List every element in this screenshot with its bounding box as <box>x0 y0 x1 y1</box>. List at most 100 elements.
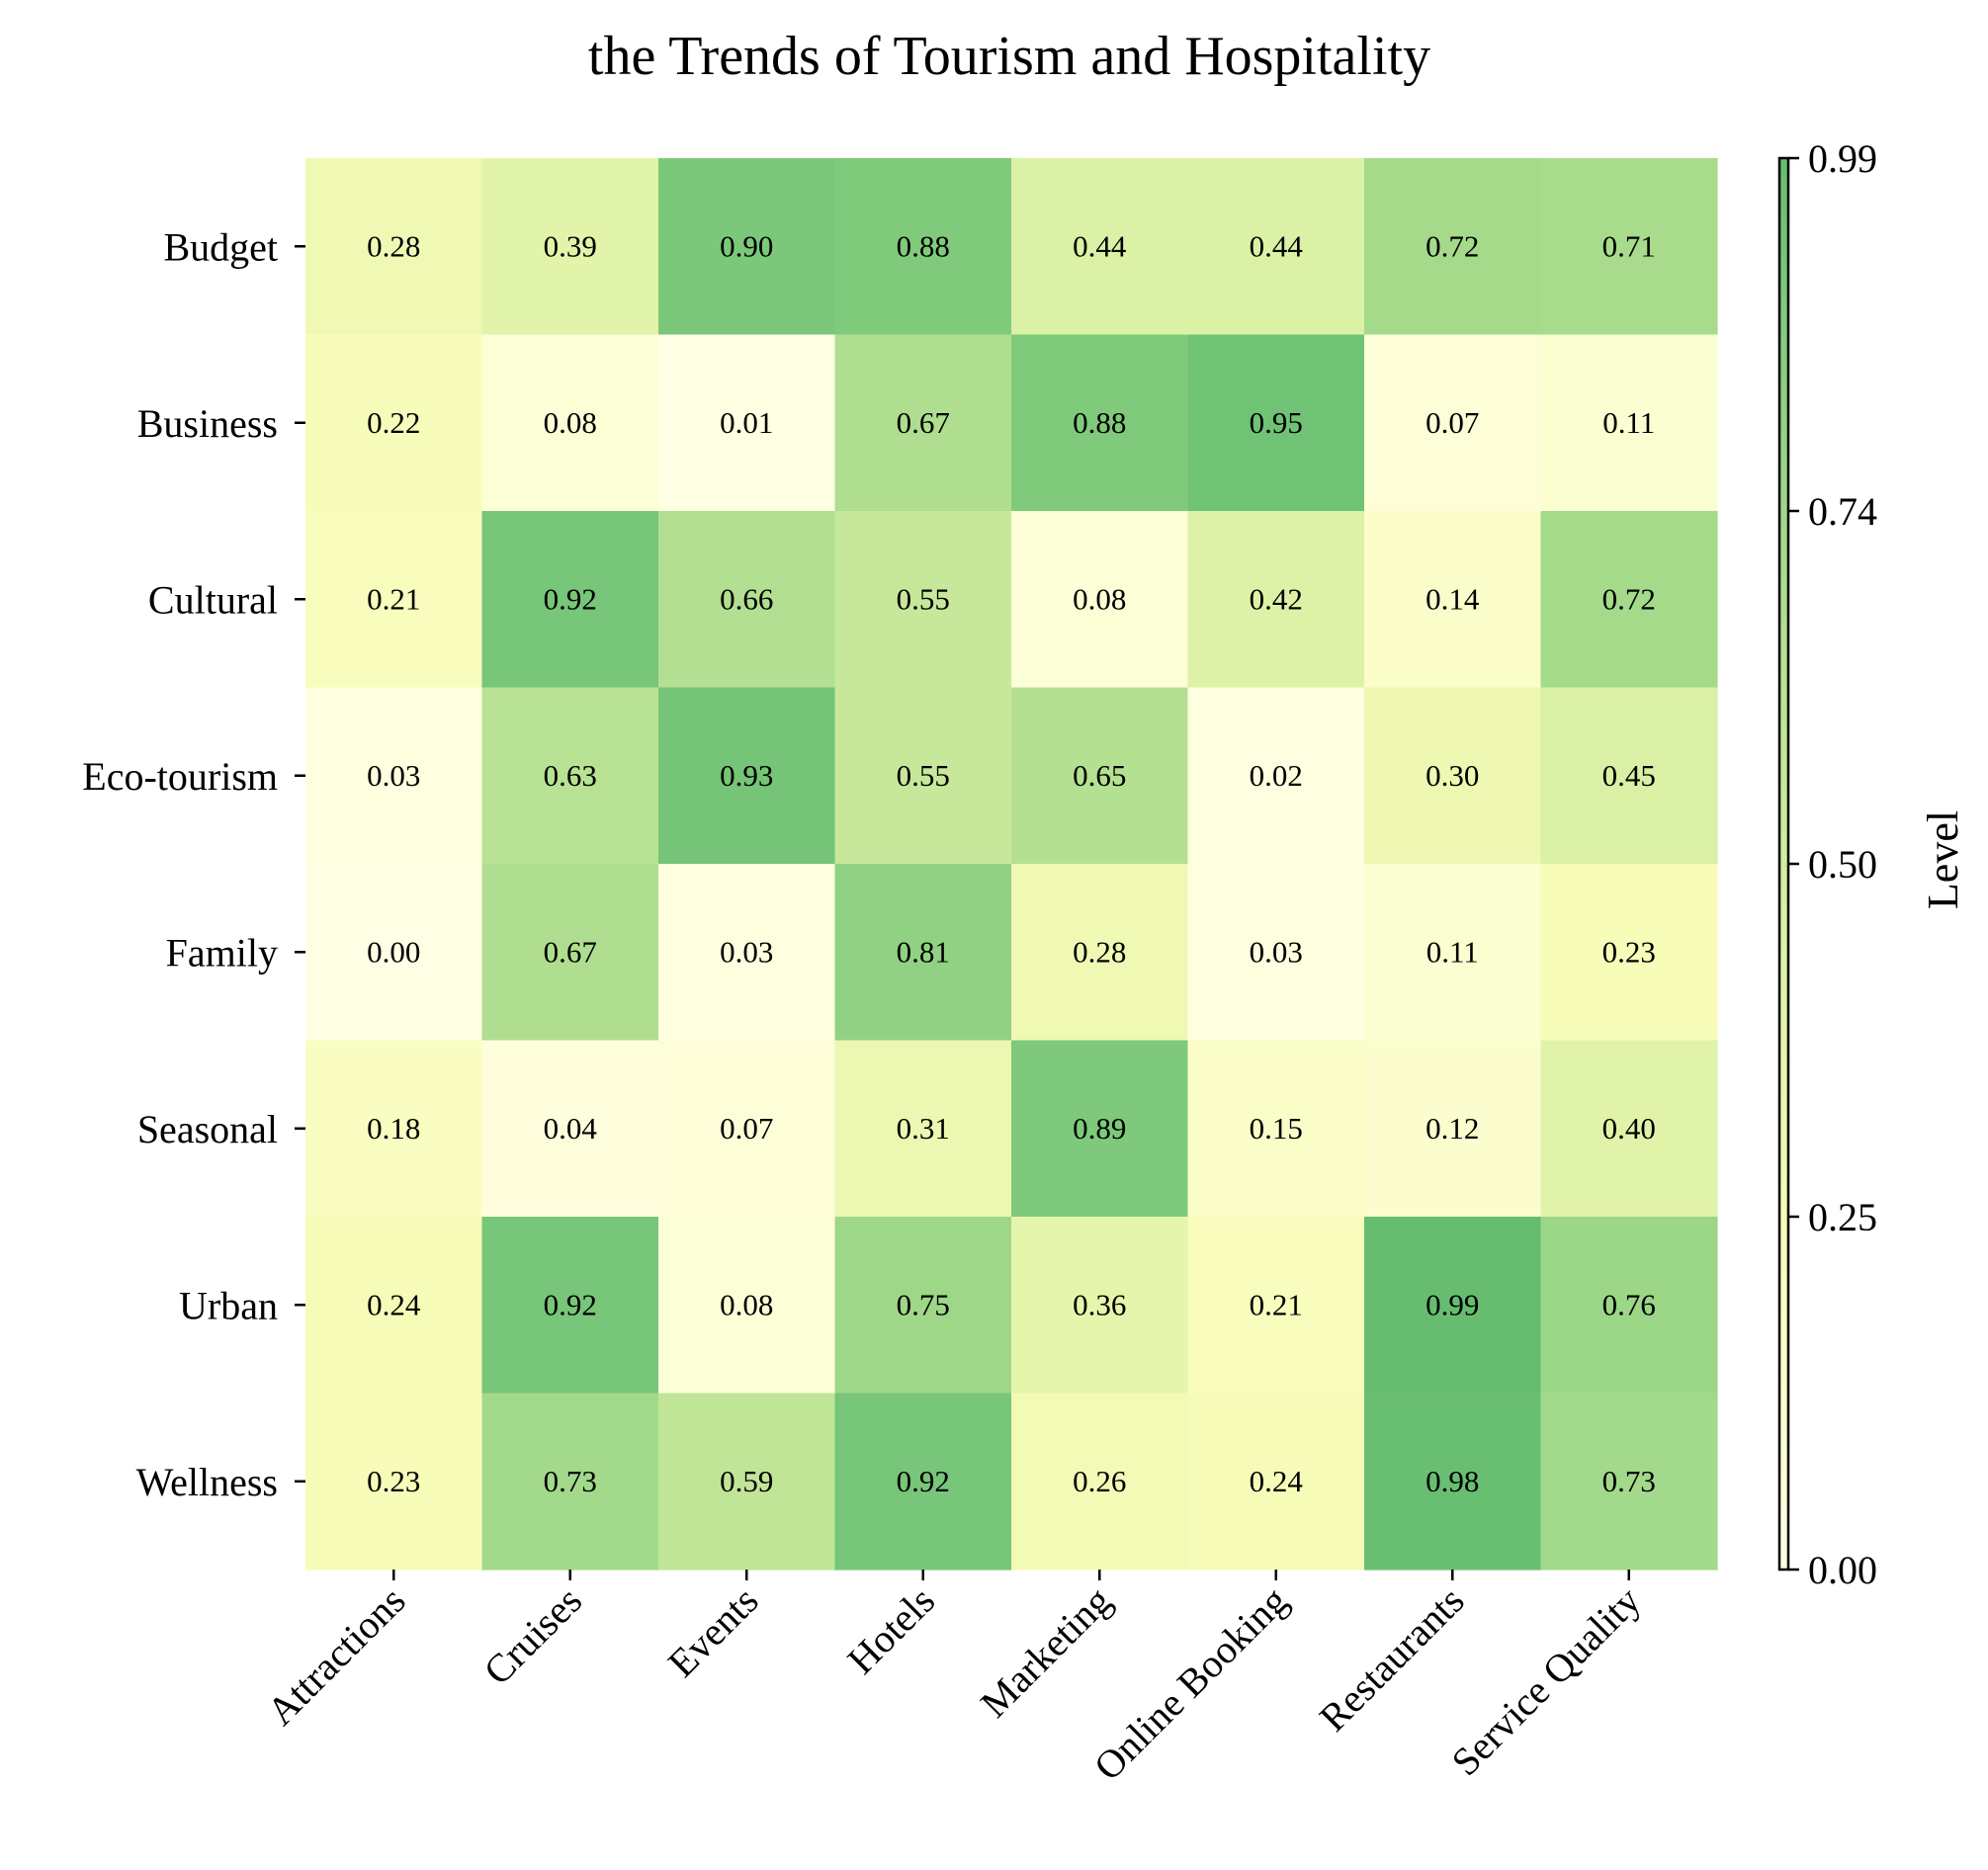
heatmap-cell <box>1187 687 1365 865</box>
cell-value-label: 0.59 <box>720 1464 773 1498</box>
cell-value-label: 0.67 <box>544 934 597 969</box>
heatmap-cell <box>1364 511 1542 689</box>
cell-value-label: 0.12 <box>1426 1111 1479 1146</box>
cell-value-label: 0.39 <box>544 228 597 263</box>
y-tick-label: Family <box>166 930 278 975</box>
heatmap-cell <box>834 158 1012 336</box>
colorbar-tick-label: 0.74 <box>1808 489 1877 534</box>
heatmap-cell <box>1540 687 1718 865</box>
x-tick-label: Cruises <box>475 1578 590 1694</box>
cell-value-label: 0.23 <box>1602 934 1656 969</box>
x-tick-label: Hotels <box>838 1578 943 1683</box>
heatmap-cell <box>658 1217 836 1395</box>
heatmap-cell <box>1364 1393 1542 1571</box>
heatmap-cell <box>305 158 483 336</box>
cell-value-label: 0.66 <box>720 581 773 616</box>
cell-value-label: 0.15 <box>1250 1111 1303 1146</box>
heatmap-cell <box>834 334 1012 512</box>
x-tick-label: Service Quality <box>1443 1578 1650 1785</box>
cell-value-label: 0.55 <box>897 581 950 616</box>
cell-value-label: 0.88 <box>1073 405 1126 440</box>
cell-value-label: 0.24 <box>1250 1464 1304 1498</box>
heatmap-cell <box>1364 1217 1542 1395</box>
y-tick-label: Seasonal <box>137 1107 278 1151</box>
heatmap-cell <box>658 1393 836 1571</box>
heatmap-cell <box>658 864 836 1042</box>
x-tick-label: Restaurants <box>1311 1578 1473 1741</box>
heatmap-cells <box>305 158 1718 1571</box>
heatmap-cell <box>1011 334 1189 512</box>
heatmap-cell <box>481 1040 659 1218</box>
heatmap-cell <box>481 864 659 1042</box>
colorbar-tick-label: 0.25 <box>1808 1195 1877 1239</box>
cell-value-label: 0.21 <box>1250 1287 1303 1321</box>
heatmap-cell <box>834 864 1012 1042</box>
heatmap-cell <box>1011 1217 1189 1395</box>
heatmap-cell <box>658 511 836 689</box>
cell-value-label: 0.40 <box>1602 1111 1656 1146</box>
cell-value-label: 0.03 <box>367 758 420 793</box>
y-axis: Budget Business Cultural Eco-tourism Family S… <box>82 224 305 1504</box>
cell-value-label: 0.22 <box>367 405 420 440</box>
cell-value-label: 0.28 <box>1073 934 1126 969</box>
cell-value-label: 0.23 <box>367 1464 420 1498</box>
heatmap-cell <box>1364 1040 1542 1218</box>
cell-value-label: 0.08 <box>720 1287 773 1321</box>
cell-value-label: 0.42 <box>1250 581 1303 616</box>
cell-value-label: 0.55 <box>897 758 950 793</box>
cell-value-label: 0.92 <box>544 581 597 616</box>
heatmap-cell <box>1187 1393 1365 1571</box>
cell-value-label: 0.73 <box>1602 1464 1656 1498</box>
cell-value-label: 0.73 <box>544 1464 597 1498</box>
cell-value-label: 0.81 <box>897 934 950 969</box>
heatmap-cell <box>305 1217 483 1395</box>
cell-value-label: 0.08 <box>1073 581 1126 616</box>
heatmap-cell <box>658 687 836 865</box>
cell-value-label: 0.00 <box>367 934 420 969</box>
y-tick-label: Wellness <box>136 1460 278 1504</box>
cell-value-label: 0.31 <box>897 1111 950 1146</box>
cell-value-label: 0.28 <box>367 228 420 263</box>
cell-value-label: 0.03 <box>1250 934 1303 969</box>
cell-value-label: 0.72 <box>1602 581 1656 616</box>
colorbar: 0.00 0.25 0.50 0.74 0.99 <box>1777 136 1877 1592</box>
cell-value-label: 0.04 <box>544 1111 598 1146</box>
cell-value-label: 0.07 <box>1426 405 1479 440</box>
heatmap-cell <box>1540 1217 1718 1395</box>
cell-value-label: 0.63 <box>544 758 597 793</box>
cell-value-label: 0.92 <box>897 1464 950 1498</box>
cell-value-label: 0.90 <box>720 228 773 263</box>
heatmap-cell <box>1540 511 1718 689</box>
cell-value-label: 0.44 <box>1073 228 1127 263</box>
heatmap-cell <box>305 1393 483 1571</box>
cell-value-label: 0.08 <box>544 405 597 440</box>
heatmap-cell <box>305 864 483 1042</box>
cell-value-label: 0.88 <box>897 228 950 263</box>
heatmap-cell <box>1187 334 1365 512</box>
heatmap-cell <box>305 1040 483 1218</box>
heatmap-cell <box>481 1393 659 1571</box>
heatmap-cell <box>481 511 659 689</box>
x-tick-label: Events <box>659 1578 767 1686</box>
heatmap-cell <box>1187 511 1365 689</box>
cell-value-label: 0.75 <box>897 1287 950 1321</box>
y-tick-label: Eco-tourism <box>82 754 278 799</box>
cell-value-label: 0.14 <box>1426 581 1480 616</box>
cell-value-label: 0.07 <box>720 1111 773 1146</box>
y-tick-label: Budget <box>163 224 278 269</box>
heatmap-cell <box>1011 1393 1189 1571</box>
heatmap-cell <box>1011 687 1189 865</box>
cell-value-label: 0.45 <box>1602 758 1656 793</box>
heatmap-cell <box>1011 511 1189 689</box>
colorbar-tick-label: 0.50 <box>1808 842 1877 887</box>
heatmap-cell <box>1540 1393 1718 1571</box>
heatmap-cell <box>481 1217 659 1395</box>
cell-value-label: 0.67 <box>897 405 950 440</box>
cell-value-label: 0.98 <box>1426 1464 1479 1498</box>
heatmap-cell <box>1187 1040 1365 1218</box>
heatmap-cell <box>305 687 483 865</box>
colorbar-tick-label: 0.00 <box>1808 1548 1877 1592</box>
cell-value-label: 0.44 <box>1250 228 1304 263</box>
cell-value-label: 0.30 <box>1426 758 1479 793</box>
cell-value-label: 0.01 <box>720 405 773 440</box>
